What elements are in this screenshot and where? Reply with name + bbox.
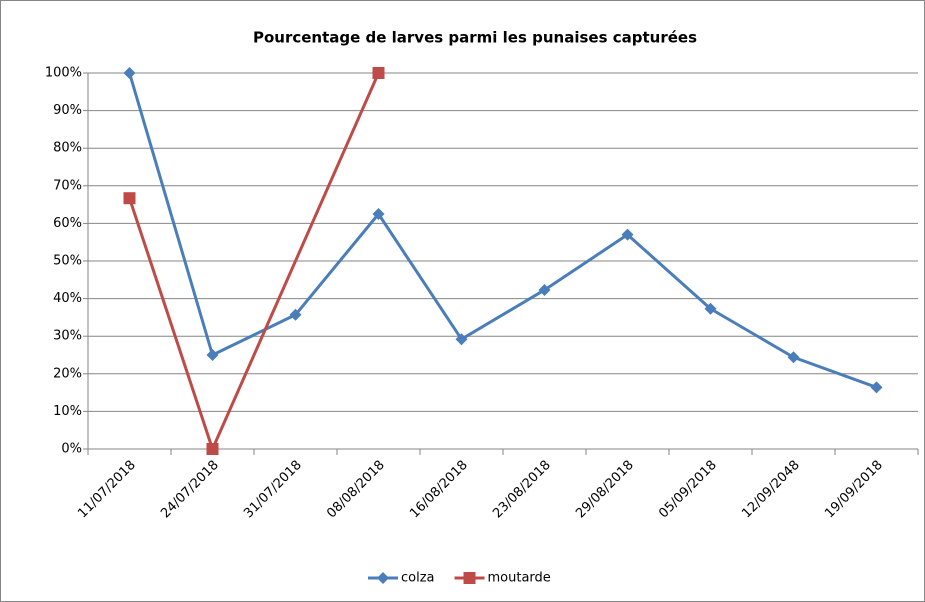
- marker: [123, 192, 136, 205]
- y-tick-label: 40%: [53, 291, 82, 306]
- marker: [123, 67, 136, 79]
- series-line: [128, 72, 878, 389]
- y-tick-label: 60%: [53, 216, 82, 231]
- marker: [463, 572, 476, 584]
- marker: [455, 333, 468, 346]
- marker: [289, 308, 302, 321]
- y-tick-label: 50%: [53, 254, 82, 269]
- marker: [206, 349, 219, 361]
- marker: [538, 283, 551, 296]
- marker: [206, 443, 219, 455]
- y-tick-label: 0%: [61, 442, 82, 457]
- marker: [377, 572, 389, 584]
- marker: [621, 228, 634, 241]
- y-tick-label: 10%: [53, 404, 82, 419]
- marker: [372, 208, 385, 220]
- chart-title: Pourcentage de larves parmi les punaises…: [253, 29, 697, 47]
- marker: [870, 381, 883, 394]
- marker: [787, 351, 800, 364]
- y-tick-label: 80%: [53, 141, 82, 156]
- y-tick-label: 100%: [45, 66, 82, 81]
- y-tick-label: 90%: [53, 103, 82, 118]
- series-line: [128, 197, 214, 450]
- y-tick-label: 20%: [53, 366, 82, 381]
- marker: [372, 67, 385, 79]
- gap-connector: [211, 72, 380, 450]
- marker: [704, 302, 717, 315]
- legend-label: moutarde: [488, 571, 551, 586]
- y-tick-label: 30%: [53, 329, 82, 344]
- y-tick-label: 70%: [53, 178, 82, 193]
- legend-label: colza: [401, 571, 435, 586]
